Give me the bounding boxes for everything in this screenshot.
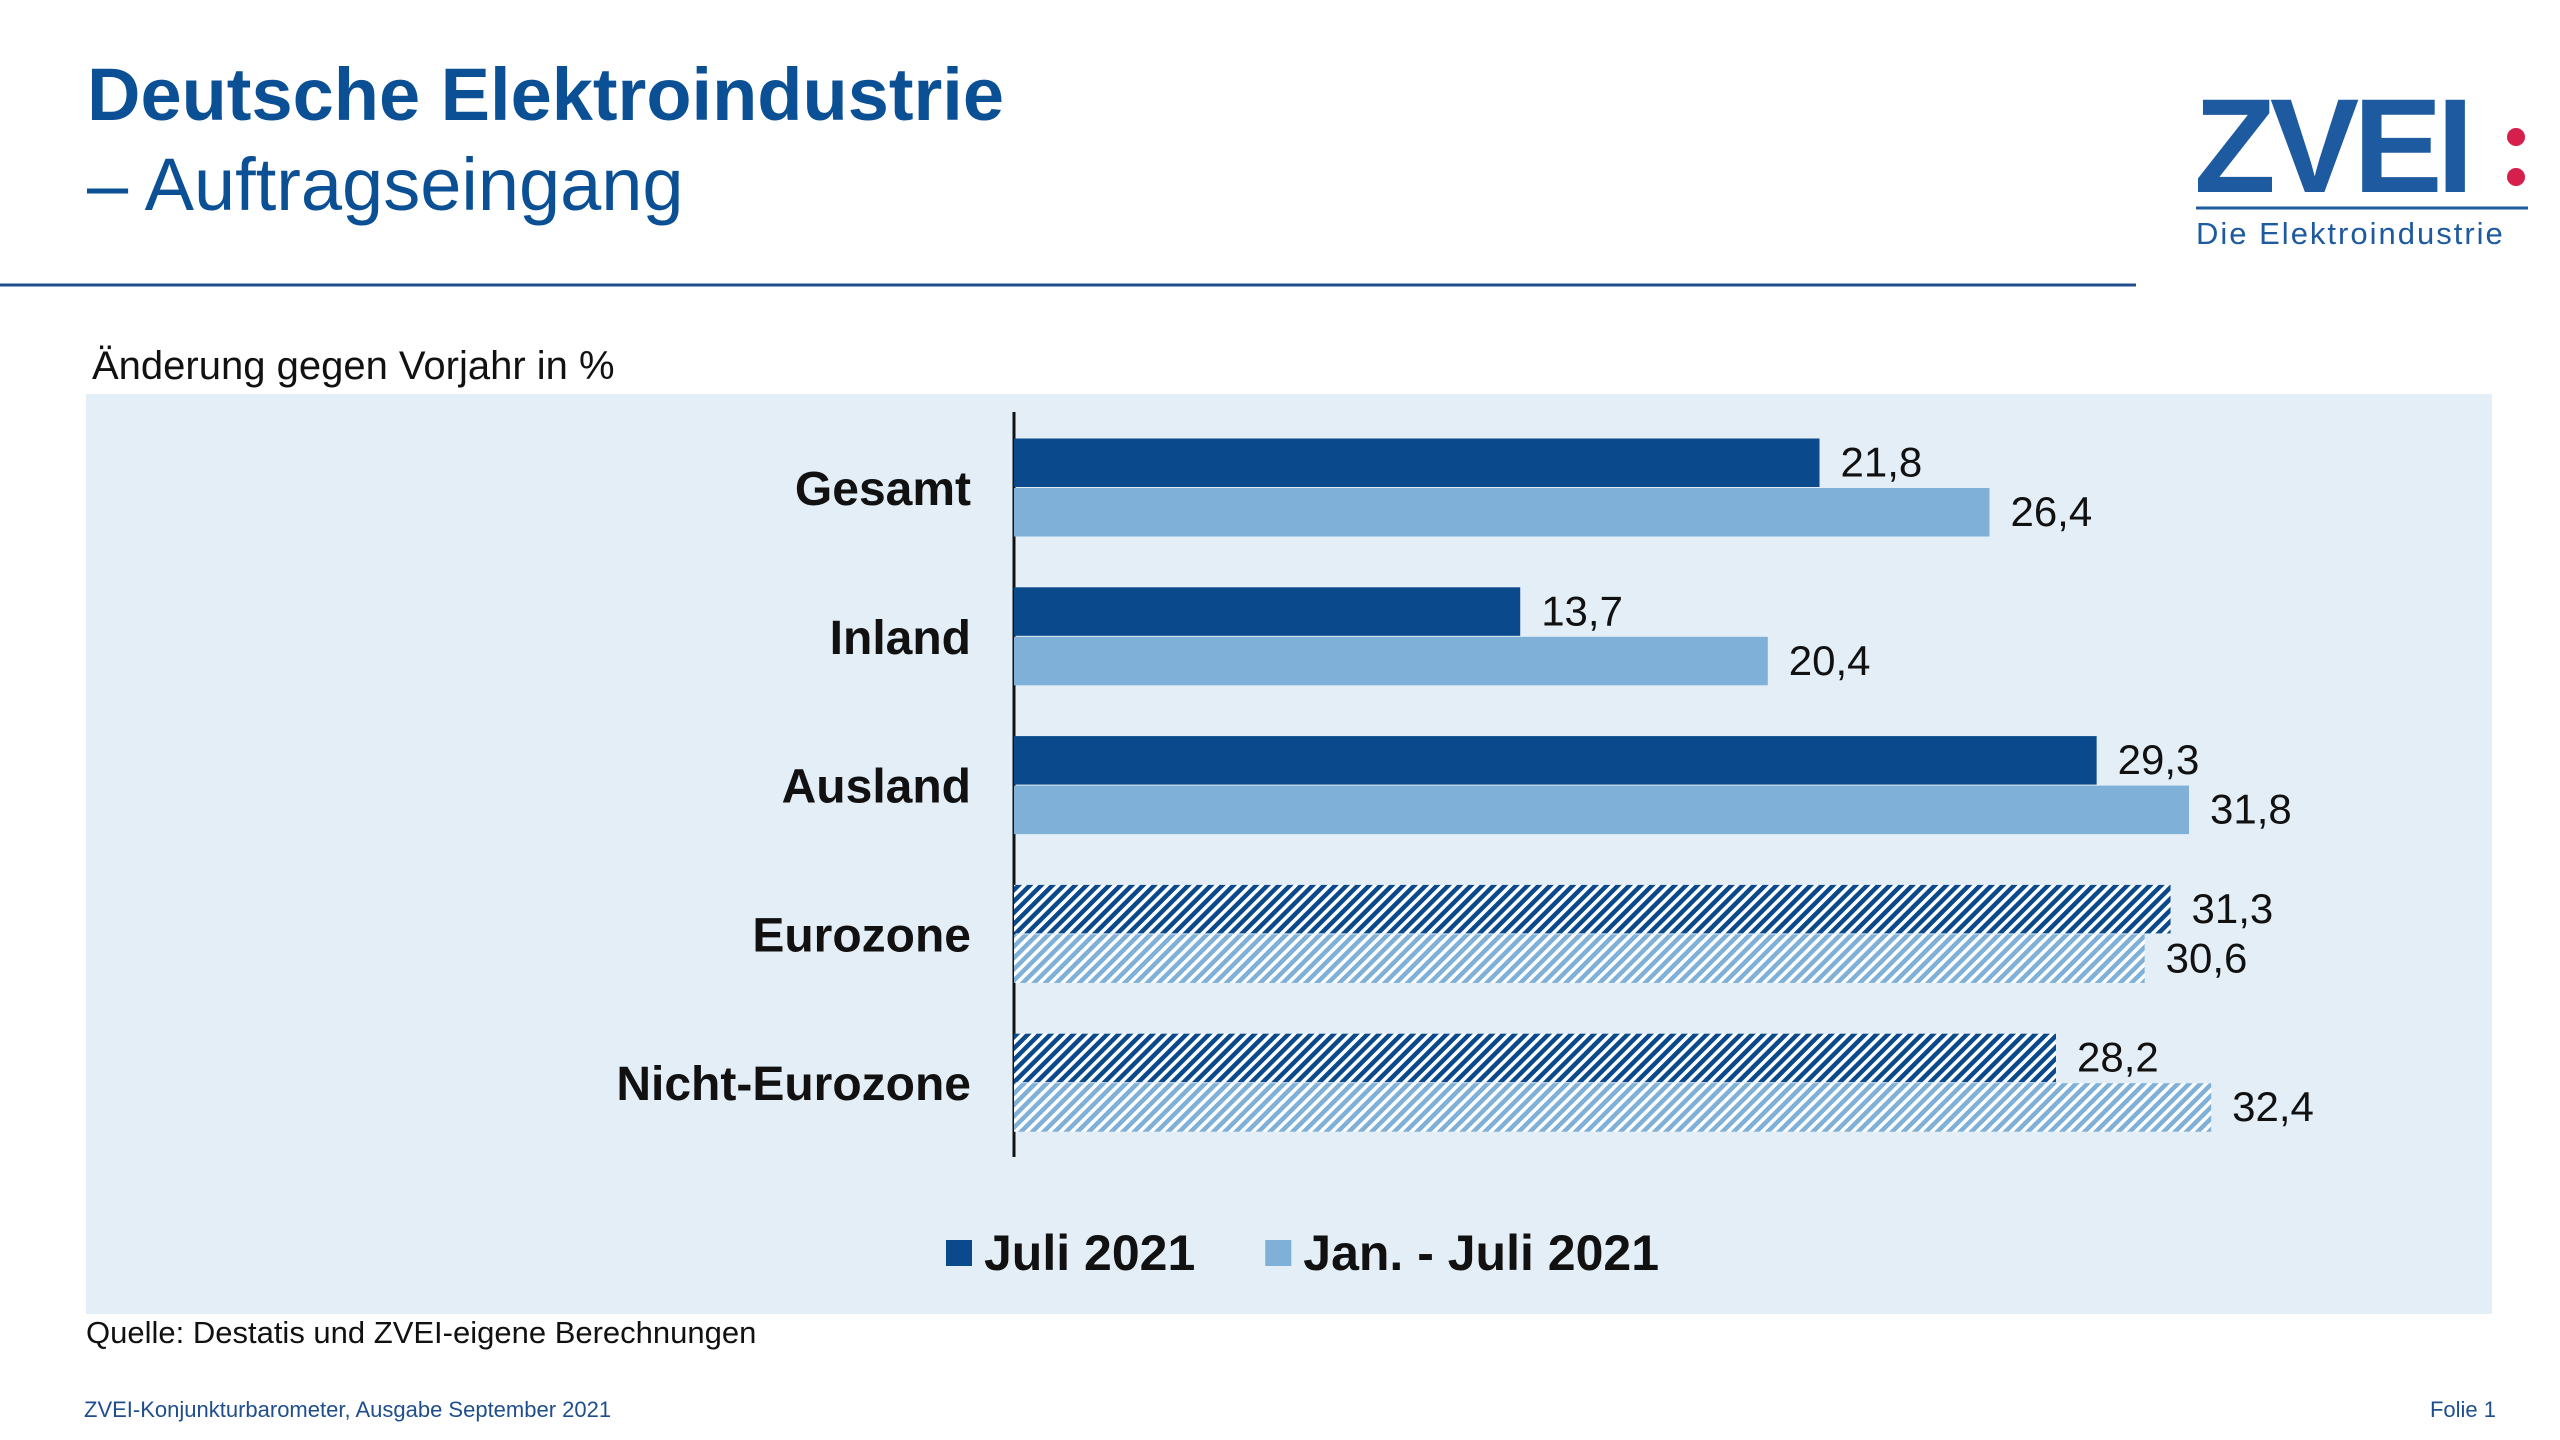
category-label: Eurozone (752, 909, 971, 962)
category-label: Inland (830, 612, 971, 665)
value-label: 31,3 (2192, 885, 2274, 932)
title-line-2: – Auftragseingang (87, 143, 684, 226)
legend-swatch (946, 1240, 972, 1266)
value-label: 13,7 (1541, 587, 1623, 634)
footer-right: Folie 1 (2430, 1397, 2496, 1422)
plot-background (86, 394, 2492, 1314)
value-label: 28,2 (2077, 1034, 2159, 1081)
bar (1014, 587, 1521, 636)
value-label: 31,8 (2210, 786, 2292, 833)
value-label: 21,8 (1841, 439, 1923, 486)
legend-label: Juli 2021 (984, 1225, 1195, 1281)
logo-dot (2507, 128, 2525, 146)
bar (1014, 438, 1820, 487)
title: Deutsche Elektroindustrie (87, 53, 1004, 136)
logo-text: ZVEI (2194, 72, 2468, 221)
value-label: 30,6 (2166, 934, 2248, 981)
bar (1014, 736, 2097, 785)
category-label: Nicht-Eurozone (616, 1058, 971, 1111)
footer-left: ZVEI-Konjunkturbarometer, Ausgabe Septem… (84, 1397, 611, 1422)
value-label: 20,4 (1789, 637, 1871, 684)
value-label: 26,4 (2010, 488, 2092, 535)
legend-swatch (1265, 1240, 1292, 1266)
category-label: Gesamt (795, 463, 971, 516)
bar (1014, 1033, 2056, 1083)
logo-dot (2507, 168, 2525, 186)
logo-tagline: Die Elektroindustrie (2196, 216, 2505, 251)
value-label: 32,4 (2232, 1083, 2314, 1130)
bar (1014, 488, 1990, 537)
source: Quelle: Destatis und ZVEI-eigene Berechn… (86, 1315, 756, 1350)
bar (1014, 785, 2190, 835)
chart-subtitle: Änderung gegen Vorjahr in % (92, 344, 615, 388)
bar (1014, 934, 2145, 983)
value-label: 29,3 (2118, 736, 2200, 783)
legend-label: Jan. - Juli 2021 (1303, 1225, 1659, 1281)
category-label: Ausland (782, 761, 971, 814)
bar (1014, 884, 2171, 934)
bar (1014, 636, 1768, 686)
bar (1014, 1083, 2212, 1132)
